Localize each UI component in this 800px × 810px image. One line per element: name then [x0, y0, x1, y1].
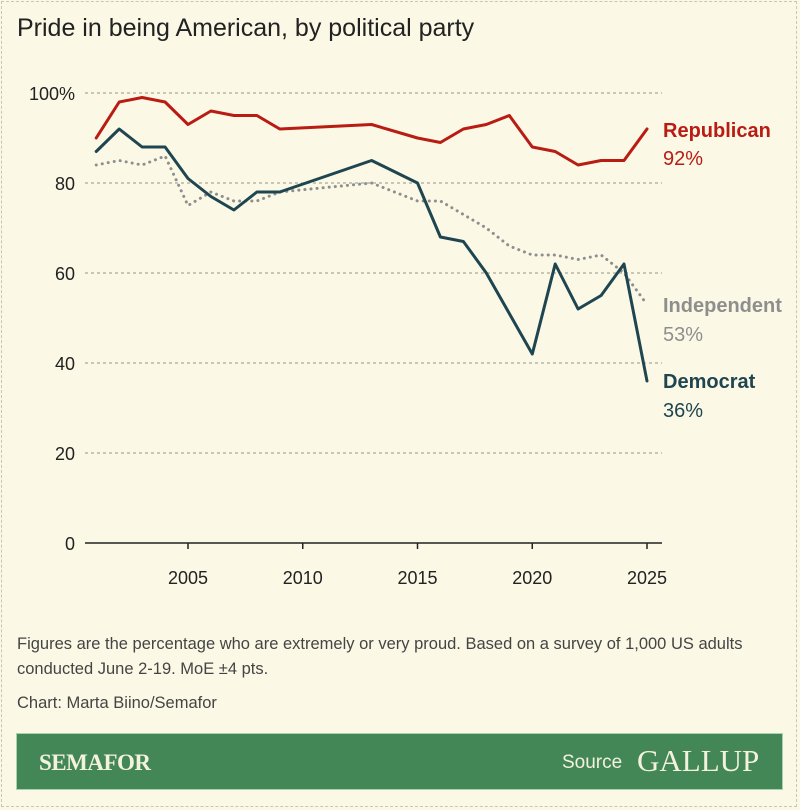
- chart-credit: Chart: Marta Biino/Semafor: [17, 694, 217, 712]
- x-tick-label: 2005: [168, 568, 208, 588]
- series-label: Democrat: [663, 371, 756, 393]
- y-tick-label: 0: [65, 534, 75, 554]
- series-end-value: 92%: [663, 148, 703, 170]
- source-label: Source: [562, 752, 623, 773]
- chart-note: Figures are the percentage who are extre…: [17, 635, 743, 678]
- chart-title: Pride in being American, by political pa…: [17, 14, 475, 42]
- footer-band: SEMAFOR Source GALLUP: [16, 733, 783, 790]
- x-tick-label: 2025: [627, 568, 667, 588]
- series-label: Independent: [663, 295, 782, 317]
- y-tick-label: 60: [55, 264, 75, 284]
- series-end-value: 36%: [663, 400, 703, 422]
- series-end-value: 53%: [663, 324, 703, 346]
- series-line-republican: [94, 96, 649, 167]
- y-tick-label: 80: [55, 174, 75, 194]
- line-chart: 0 20 40 60 80 100% 2005 2010 2015 2020 2025 Republi…: [29, 84, 782, 588]
- y-tick-label: 20: [55, 444, 75, 464]
- series-line-independent: [94, 154, 649, 306]
- y-tick-label: 40: [55, 354, 75, 374]
- semafor-logo: SEMAFOR: [39, 750, 151, 775]
- x-tick-label: 2010: [283, 568, 323, 588]
- gallup-logo: GALLUP: [637, 743, 760, 778]
- series-line-democrat: [94, 127, 649, 383]
- x-tick-label: 2020: [512, 568, 552, 588]
- y-tick-label: 100%: [29, 84, 75, 104]
- x-tick-label: 2015: [397, 568, 437, 588]
- series-label: Republican: [663, 120, 771, 142]
